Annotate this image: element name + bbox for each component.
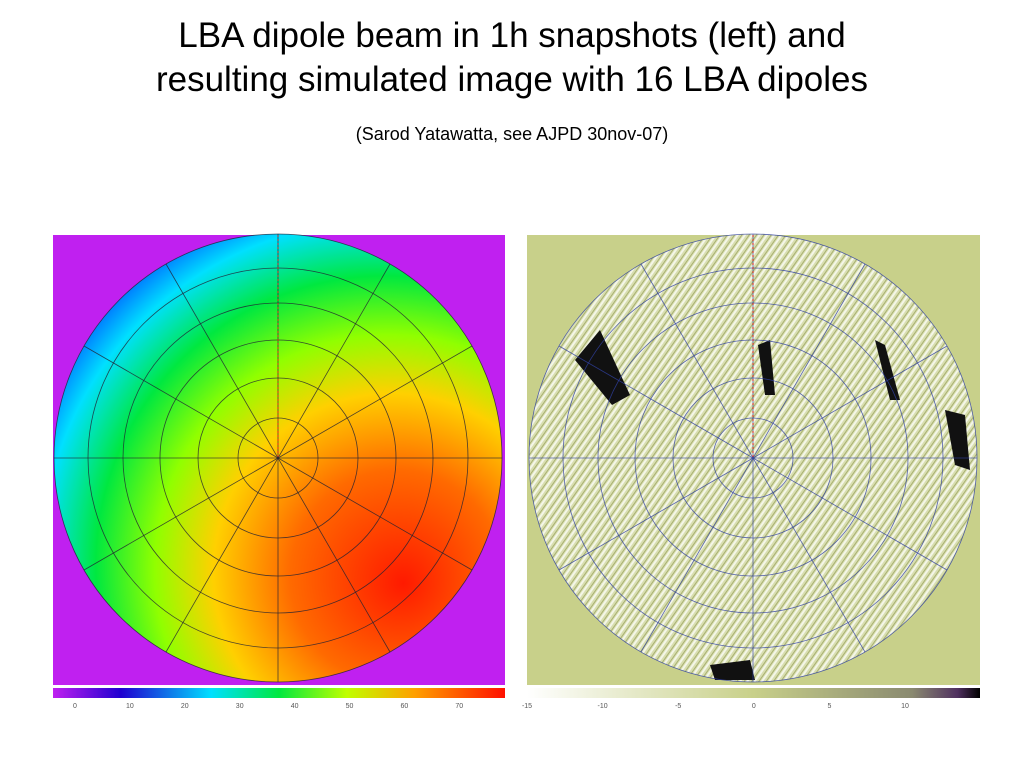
colorbar-label: 10 [126, 703, 134, 710]
colorbar-label: 50 [346, 703, 354, 710]
colorbar-label: -5 [675, 703, 681, 710]
colorbar-label: 40 [291, 703, 299, 710]
sources [575, 330, 970, 680]
colorbar-label: 60 [401, 703, 409, 710]
grid-spoke [558, 345, 948, 571]
title-line: LBA dipole beam in 1h snapshots (left) a… [178, 16, 846, 55]
subtitle: (Sarod Yatawatta, see AJPD 30nov-07) [355, 124, 669, 144]
title-line: resulting simulated image with 16 LBA di… [155, 60, 869, 99]
colorbar-label: 30 [236, 703, 244, 710]
colorbar-label: 0 [752, 703, 756, 710]
colorbar-label: 70 [455, 703, 463, 710]
colorbar-label: 0 [73, 703, 77, 710]
colorbar-label: -15 [522, 703, 532, 710]
colorbar [53, 688, 505, 698]
colorbar [527, 688, 980, 698]
grid-spoke [83, 345, 473, 571]
colorbar-label: 10 [901, 703, 909, 710]
colorbar-label: 20 [181, 703, 189, 710]
colorbar-label: 5 [827, 703, 831, 710]
colorbar-label: -10 [598, 703, 608, 710]
